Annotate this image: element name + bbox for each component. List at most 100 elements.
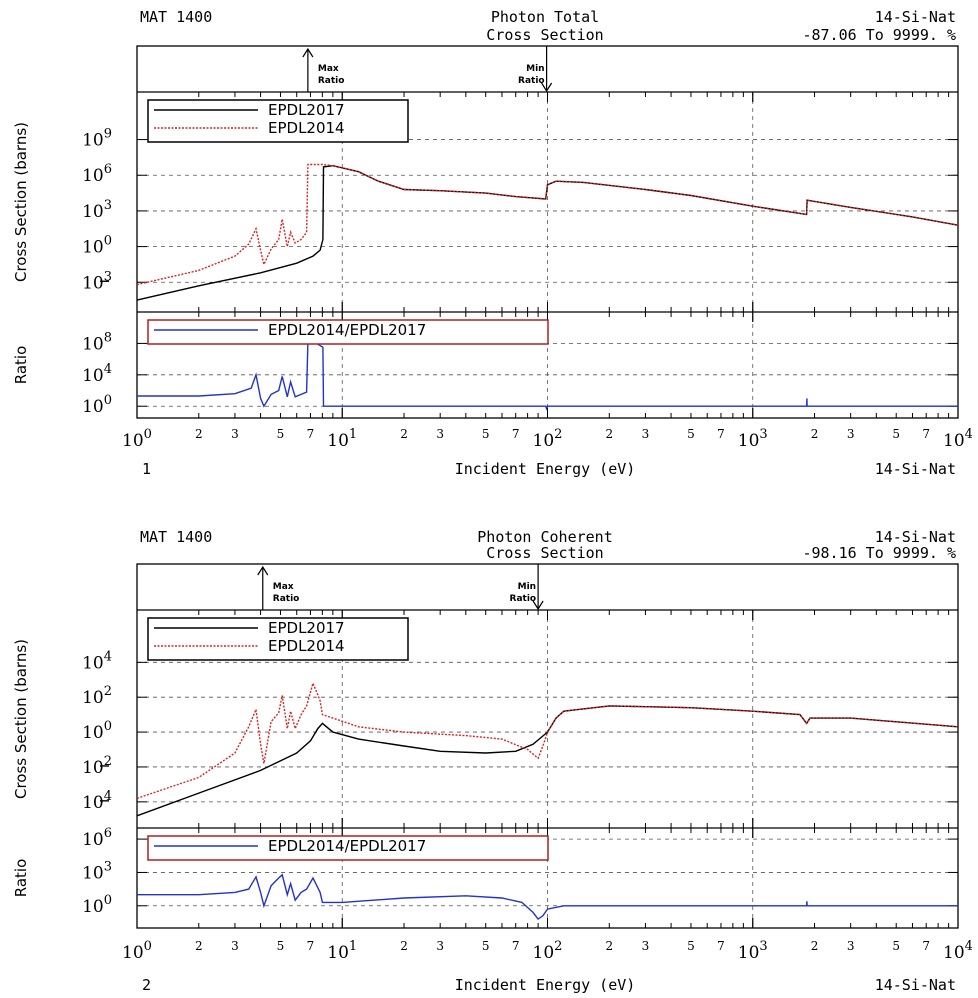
x-major-tick-label: 100	[122, 427, 152, 451]
x-minor-tick-label: 7	[922, 939, 930, 953]
x-major-tick-label: 102	[533, 427, 563, 451]
marker-label: Min	[526, 64, 544, 74]
y-tick-label-base: 10	[82, 334, 104, 354]
x-major-tick-label: 104	[943, 427, 973, 451]
x-major-tick-label-exp: 3	[759, 427, 767, 442]
y-tick-label: 108	[82, 330, 112, 354]
x-major-tick-label-base: 10	[943, 431, 965, 451]
y-tick-label: 109	[82, 127, 112, 151]
x-major-tick-label: 101	[327, 427, 357, 451]
x-minor-tick-label: 2	[605, 939, 613, 953]
y-tick-label: 102	[82, 684, 112, 708]
y-tick-label-exp: 0	[104, 893, 112, 908]
y-tick-label: 100	[82, 393, 112, 417]
x-major-tick-label-base: 10	[122, 943, 144, 963]
y-tick-label-exp: 4	[104, 362, 112, 377]
x-minor-tick-label: 5	[482, 427, 490, 441]
y-tick-label: 106	[82, 162, 112, 186]
y-tick-label-base: 10	[82, 166, 104, 186]
x-minor-tick-label: 2	[195, 427, 203, 441]
chart-title: Photon Coherent	[477, 528, 612, 546]
x-minor-tick-label: 3	[642, 939, 650, 953]
mat-label: MAT 1400	[140, 8, 212, 26]
series-line-epdl2014	[136, 681, 959, 800]
marker-label: Min	[518, 582, 536, 592]
y-tick-label: 100	[82, 719, 112, 743]
x-minor-tick-label: 2	[811, 427, 819, 441]
mat-label: MAT 1400	[140, 528, 212, 546]
x-major-tick-label-exp: 0	[144, 427, 152, 442]
y-tick-label: 104	[82, 362, 112, 386]
chart-subtitle: Cross Section	[486, 26, 603, 44]
y-tick-label-base: 10	[82, 238, 104, 258]
legend-entry: EPDL2014	[268, 119, 345, 137]
legend-entry: EPDL2017	[268, 619, 345, 637]
panel-number: 2	[142, 976, 151, 994]
x-major-tick-label-base: 10	[738, 431, 760, 451]
y-tick-label-exp: 2	[104, 754, 112, 769]
series-line-epdl2014-epdl2017	[137, 873, 958, 921]
y-tick-label-base: 10	[82, 273, 104, 293]
x-minor-tick-label: 7	[512, 939, 520, 953]
x-minor-tick-label: 3	[847, 939, 855, 953]
x-minor-tick-label: 5	[482, 939, 490, 953]
legend-box	[147, 319, 549, 345]
y-tick-label-base: 10	[82, 793, 104, 813]
x-minor-tick-label: 5	[687, 427, 695, 441]
y-tick-label-base: 10	[82, 202, 104, 222]
x-major-tick-label: 102	[533, 939, 563, 963]
y-tick-label-base: 10	[82, 688, 104, 708]
x-minor-tick-label: 7	[512, 427, 520, 441]
y-tick-label-base: 10	[82, 723, 104, 743]
x-major-tick-label-exp: 2	[554, 427, 562, 442]
y-axis-label-top: Cross Section (barns)	[12, 122, 30, 282]
arrow-down-icon	[541, 82, 553, 93]
x-minor-tick-label: 3	[436, 939, 444, 953]
y-tick-label: 106	[82, 826, 112, 850]
x-major-tick-label-exp: 0	[144, 939, 152, 954]
y-tick-label: 103	[82, 269, 112, 293]
x-major-tick-label-base: 10	[738, 943, 760, 963]
x-minor-tick-label: 7	[307, 939, 315, 953]
x-major-tick-label-base: 10	[122, 431, 144, 451]
arrow-down-icon	[532, 600, 544, 611]
marker-label: Ratio	[510, 594, 537, 604]
x-major-tick-label-exp: 1	[349, 427, 357, 442]
x-major-tick-label-exp: 2	[554, 939, 562, 954]
marker-label: Ratio	[273, 594, 300, 604]
x-minor-tick-label: 7	[307, 427, 315, 441]
x-axis-label: Incident Energy (eV)	[455, 976, 636, 994]
series-line-epdl2014	[136, 163, 959, 286]
x-major-tick-label: 103	[738, 939, 768, 963]
x-major-tick-label: 101	[327, 939, 357, 963]
x-major-tick-label: 100	[122, 939, 152, 963]
chart-subtitle: Cross Section	[486, 544, 603, 562]
x-major-tick-label-base: 10	[943, 943, 965, 963]
y-tick-label-base: 10	[82, 897, 104, 917]
legend-entry: EPDL2014/EPDL2017	[268, 837, 426, 855]
marker-label: Max	[273, 582, 294, 592]
panel-number: 1	[142, 460, 151, 478]
x-major-tick-label-base: 10	[533, 943, 555, 963]
legend-box	[147, 617, 409, 661]
y-tick-label-base: 10	[82, 397, 104, 417]
y-tick-label-exp: 3	[104, 269, 112, 284]
marker-label: Ratio	[318, 76, 345, 86]
y-tick-label-base: 10	[82, 653, 104, 673]
y-tick-label-exp: 4	[104, 649, 112, 664]
x-axis-label: Incident Energy (eV)	[455, 460, 636, 478]
x-minor-tick-label: 7	[717, 939, 725, 953]
y-axis-label-bottom: Ratio	[12, 859, 30, 898]
y-tick-label-exp: 0	[104, 719, 112, 734]
x-minor-tick-label: 2	[605, 427, 613, 441]
x-major-tick-label: 104	[943, 939, 973, 963]
x-minor-tick-label: 2	[400, 939, 408, 953]
y-tick-label-exp: 6	[104, 162, 112, 177]
x-major-tick-label-exp: 4	[965, 939, 973, 954]
y-tick-label-base: 10	[82, 758, 104, 778]
x-minor-tick-label: 5	[892, 939, 900, 953]
y-tick-label: 103	[82, 198, 112, 222]
y-tick-label-exp: 8	[104, 330, 112, 345]
